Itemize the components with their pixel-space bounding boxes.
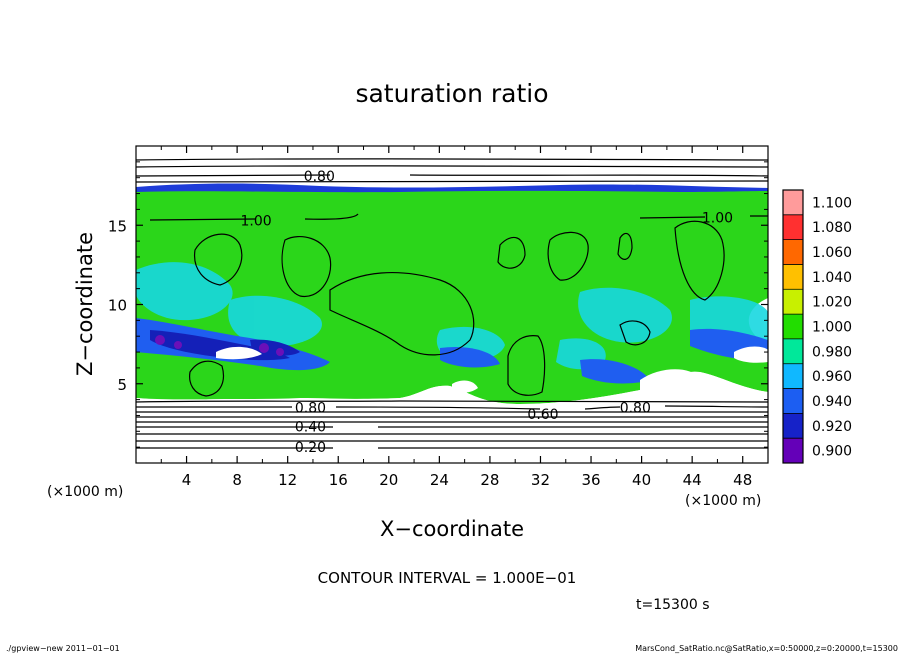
colorbar-segment xyxy=(783,289,803,315)
colorbar-label: 0.940 xyxy=(812,394,852,410)
purple-spots xyxy=(155,335,284,356)
contour-label: 0.80 xyxy=(304,169,335,185)
x-tick-label: 44 xyxy=(683,471,702,489)
colorbar-label: 0.920 xyxy=(812,419,852,435)
colorbar-label: 1.020 xyxy=(812,295,852,311)
x-tick-label: 36 xyxy=(581,471,600,489)
plot-area: 0.80 1.00 1.00 0.80 0.60 0.80 0.40 0.20 xyxy=(136,146,768,463)
contour-cell-4 xyxy=(547,231,589,281)
contour-label: 0.80 xyxy=(295,401,326,417)
contour-cell-3 xyxy=(497,236,526,269)
x-tick-label: 12 xyxy=(278,471,297,489)
x-tick-label: 16 xyxy=(329,471,348,489)
contour-label: 0.80 xyxy=(620,401,651,417)
contour-upper-2 xyxy=(136,165,768,168)
footer-right: MarsCond_SatRatio.nc@SatRatio,x=0:50000,… xyxy=(635,644,898,653)
contour-cell-2 xyxy=(281,236,332,298)
colorbar-segment xyxy=(783,214,803,240)
colorbar-segment xyxy=(783,438,803,463)
colorbar-segment xyxy=(783,190,803,215)
y-tick-label: 10 xyxy=(108,297,127,315)
colorbar: 1.100 1.080 1.060 1.040 1.020 1.000 0.980 0.960… xyxy=(782,189,852,464)
y-tick-label: 5 xyxy=(117,376,127,394)
x-tick-label: 4 xyxy=(182,471,192,489)
contour-label: 0.40 xyxy=(295,420,326,436)
x-tick-label: 28 xyxy=(480,471,499,489)
footer-left: ./gpview−new 2011−01−01 xyxy=(6,644,120,653)
colorbar-label: 0.980 xyxy=(812,344,852,360)
contour-cell-6 xyxy=(674,220,725,301)
contour-label: 0.20 xyxy=(295,440,326,456)
colorbar-label: 1.080 xyxy=(812,220,852,236)
contour-080-top xyxy=(136,174,768,177)
colorbar-label: 1.000 xyxy=(812,320,852,336)
x-tick-label: 8 xyxy=(232,471,242,489)
colorbar-segment xyxy=(783,239,803,265)
colorbar-segment xyxy=(783,413,803,439)
contour-080-bottom xyxy=(136,405,768,410)
colorbar-label: 0.960 xyxy=(812,369,852,385)
y-axis-title: Z−coordinate xyxy=(73,232,97,376)
x-unit-left: (×1000 m) xyxy=(47,484,123,500)
x-tick-label: 40 xyxy=(632,471,651,489)
contour-label: 0.60 xyxy=(527,407,558,423)
colorbar-segment xyxy=(783,264,803,290)
colorbar-segment xyxy=(783,314,803,339)
contour-lower-1 xyxy=(136,400,768,403)
colorbar-label: 1.040 xyxy=(812,270,852,286)
time-label: t=15300 s xyxy=(636,597,710,613)
contour-mid-3 xyxy=(189,360,225,397)
x-tick-label: 20 xyxy=(379,471,398,489)
contour-mid-2 xyxy=(507,335,546,396)
contour-upper-3 xyxy=(136,180,768,183)
colorbar-label: 0.900 xyxy=(812,444,852,460)
colorbar-segment xyxy=(783,363,803,389)
contour-lines xyxy=(136,158,768,449)
contour-mid-1 xyxy=(329,272,475,356)
contour-interval: CONTOUR INTERVAL = 1.000E−01 xyxy=(318,569,577,587)
y-tick-label: 15 xyxy=(108,217,127,235)
colorbar-label: 1.100 xyxy=(812,195,852,211)
colorbar-segment xyxy=(783,388,803,414)
contour-label: 1.00 xyxy=(702,210,733,226)
contour-cell-1 xyxy=(193,233,243,286)
x-axis: 4 8 12 16 20 24 28 32 36 40 44 48 xyxy=(160,146,752,489)
colorbar-segment xyxy=(783,338,803,364)
contour-mid-4 xyxy=(619,320,651,346)
x-axis-title: X−coordinate xyxy=(380,517,524,541)
y-axis: 5 10 15 xyxy=(108,161,768,448)
contour-100-top xyxy=(149,213,768,221)
colorbar-label: 1.060 xyxy=(812,245,852,261)
contour-cell-5 xyxy=(617,232,633,260)
contour-label-layer: 0.80 1.00 1.00 0.80 0.60 0.80 0.40 0.20 xyxy=(240,169,733,456)
chart-title: saturation ratio xyxy=(355,79,548,108)
x-unit-right: (×1000 m) xyxy=(685,493,761,509)
x-tick-label: 32 xyxy=(531,471,550,489)
contour-label: 1.00 xyxy=(240,213,271,229)
contour-upper-1 xyxy=(136,158,768,161)
x-tick-label: 48 xyxy=(733,471,752,489)
x-tick-label: 24 xyxy=(430,471,449,489)
